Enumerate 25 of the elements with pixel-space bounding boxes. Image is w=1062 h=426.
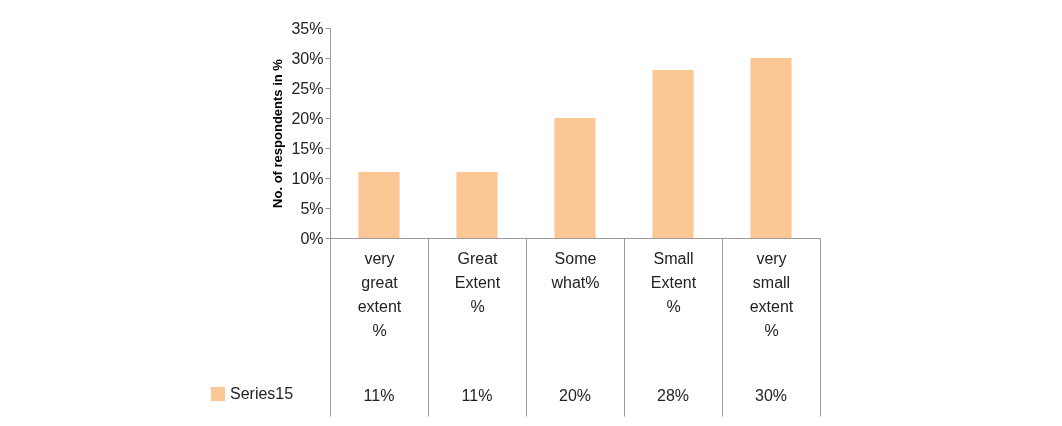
- y-axis-title: No. of respondents in %: [270, 58, 286, 208]
- y-tick-label: 25%: [291, 79, 324, 97]
- bar: [652, 70, 694, 238]
- bar: [554, 118, 596, 238]
- y-tick-label: 10%: [291, 169, 324, 187]
- data-label: 11%: [461, 387, 493, 404]
- x-tick-label: Small Extent %: [650, 249, 697, 315]
- data-label: 11%: [363, 387, 395, 404]
- y-tick-label: 35%: [291, 19, 324, 37]
- bar: [358, 172, 400, 238]
- x-tick-label: Some what%: [550, 249, 600, 291]
- y-tick-label: 0%: [300, 229, 324, 247]
- y-tick-label: 20%: [291, 109, 324, 127]
- bar: [456, 172, 498, 238]
- data-label: 20%: [558, 387, 592, 404]
- y-tick-label: 30%: [291, 49, 324, 67]
- legend-label: Series15: [230, 385, 294, 402]
- x-tick-label: very great extent %: [357, 249, 402, 339]
- y-tick-label: 5%: [300, 199, 324, 217]
- x-tick-label: Great Extent %: [454, 249, 501, 315]
- x-tick-label: very small extent %: [749, 249, 794, 339]
- data-label: 30%: [754, 387, 788, 404]
- y-tick-label: 15%: [291, 139, 324, 157]
- data-label: 28%: [656, 387, 690, 404]
- bar: [750, 58, 792, 238]
